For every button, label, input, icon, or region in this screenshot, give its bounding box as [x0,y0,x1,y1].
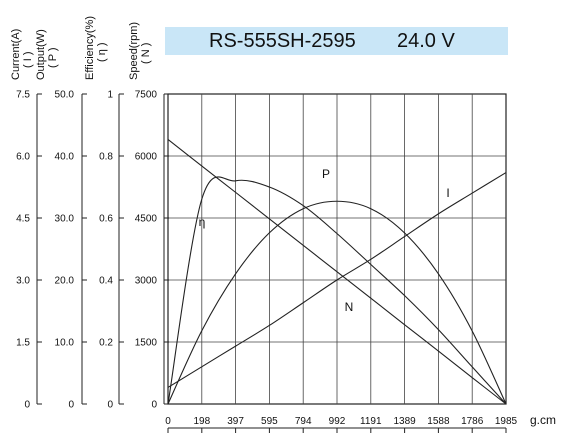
current-tick-label: 0 [24,400,30,411]
torque-tick-label: 1786 [461,416,484,427]
output-tick-label: 30.0 [55,214,75,225]
current-tick-label: 6.0 [16,152,30,163]
torque-unit-label: g.cm [530,413,556,427]
current-tick-label: 7.5 [16,90,30,101]
curve-label-efficiency: η [199,215,206,229]
speed-tick-label: 7500 [135,90,158,101]
torque-tick-label: 595 [261,416,278,427]
speed-tick-label: 1500 [135,338,158,349]
current-tick-label: 1.5 [16,338,30,349]
output-tick-label: 20.0 [55,276,75,287]
output-tick-label: 50.0 [55,90,75,101]
speed-tick-label: 3000 [135,276,158,287]
current-tick-label: 4.5 [16,214,30,225]
curve-output [167,200,507,405]
efficiency-tick-label: 1 [107,90,113,101]
torque-tick-label: 0 [165,416,171,427]
torque-tick-label: 1588 [427,416,450,427]
efficiency-tick-label: 0.2 [99,338,113,349]
current-tick-label: 3.0 [16,276,30,287]
output-tick-label: 0 [68,400,74,411]
torque-tick-label: 992 [329,416,346,427]
speed-tick-label: 4500 [135,214,158,225]
torque-tick-label: 1389 [393,416,416,427]
curve-label-current: I [446,186,449,200]
output-tick-label: 10.0 [55,338,75,349]
efficiency-tick-label: 0.8 [99,152,113,163]
curve-speed [167,139,507,405]
speed-tick-label: 6000 [135,152,158,163]
efficiency-tick-label: 0 [107,400,113,411]
efficiency-tick-label: 0.4 [99,276,113,287]
efficiency-tick-label: 0.6 [99,214,113,225]
curve-label-speed: N [345,300,354,314]
torque-tick-label: 794 [295,416,312,427]
speed-tick-label: 0 [151,400,157,411]
voltage-label: 24.0 V [397,30,455,52]
curve-efficiency [167,176,507,405]
output-tick-label: 40.0 [55,152,75,163]
title-band: RS-555SH-2595 24.0 V [165,27,508,55]
torque-tick-label: 397 [227,416,244,427]
torque-tick-label: 198 [193,416,210,427]
torque-tick-label: 1191 [360,416,382,427]
model-name: RS-555SH-2595 [209,30,356,52]
torque-tick-label: 1985 [495,416,518,427]
curve-current [167,172,507,388]
curve-label-output: P [322,167,330,181]
